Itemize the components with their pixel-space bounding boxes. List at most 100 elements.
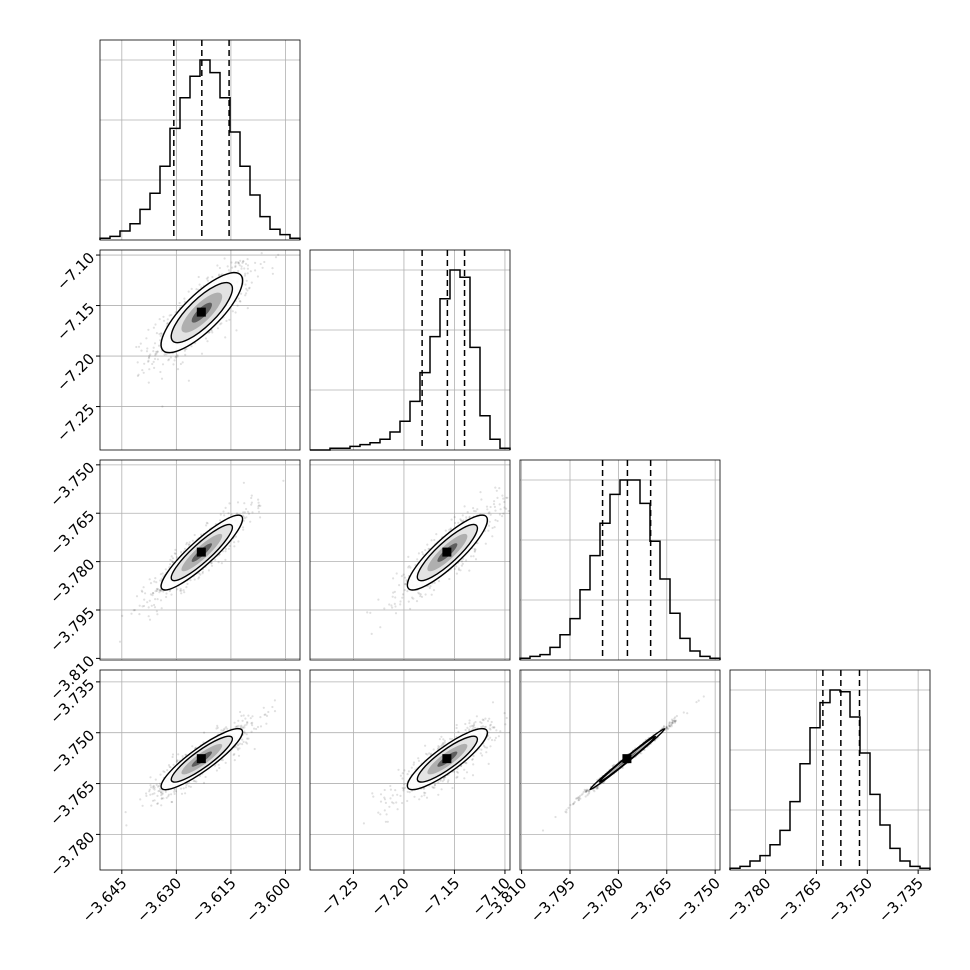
scatter-point <box>197 577 200 580</box>
scatter-point <box>424 549 427 552</box>
scatter-point <box>171 753 175 756</box>
scatter-point <box>153 580 156 583</box>
scatter-point <box>662 725 666 728</box>
scatter-point <box>410 766 413 769</box>
scatter-point <box>237 540 240 543</box>
scatter-point <box>501 494 504 497</box>
scatter-point <box>395 572 398 575</box>
scatter-point <box>433 784 436 787</box>
scatter-point <box>236 725 239 728</box>
scatter-point <box>411 596 414 599</box>
scatter-point <box>486 508 489 511</box>
scatter-point <box>219 513 222 516</box>
scatter-point <box>484 542 487 545</box>
scatter-point <box>230 261 233 264</box>
scatter-point <box>453 516 456 519</box>
scatter-point <box>460 560 463 563</box>
scatter-point <box>442 738 445 741</box>
scatter-point <box>197 275 200 279</box>
scatter-point <box>473 722 476 725</box>
scatter-point <box>143 604 146 608</box>
scatter-point <box>572 802 575 805</box>
scatter-point <box>465 771 469 774</box>
y-tick-label: −7.25 <box>53 400 98 445</box>
scatter-point <box>401 596 404 599</box>
scatter-point <box>479 752 482 755</box>
y-tick-label: −3.780 <box>46 555 98 607</box>
scatter-point <box>394 789 397 792</box>
scatter-point <box>158 318 161 321</box>
scatter-point <box>152 326 155 329</box>
scatter-point <box>271 705 274 709</box>
scatter-point <box>255 727 258 731</box>
scatter-point <box>592 789 595 792</box>
scatter-point <box>587 789 590 792</box>
y-tick-label: −3.765 <box>46 777 98 829</box>
scatter-point <box>449 737 452 740</box>
scatter-point <box>251 721 254 724</box>
scatter-point <box>260 252 263 255</box>
scatter-point <box>237 743 240 746</box>
scatter-point <box>249 520 252 523</box>
scatter-point <box>153 799 156 802</box>
scatter-point <box>241 719 244 722</box>
scatter-point <box>493 500 496 503</box>
histogram-step-line <box>519 479 721 660</box>
scatter-point <box>584 789 587 792</box>
scatter-point <box>152 785 155 788</box>
scatter-point <box>218 273 221 276</box>
scatter-point <box>569 803 572 807</box>
scatter-point <box>149 593 152 596</box>
scatter-point <box>173 359 176 362</box>
scatter-point <box>148 368 151 371</box>
scatter-point <box>673 720 676 723</box>
scatter-point <box>366 611 369 614</box>
scatter-point <box>137 373 140 376</box>
scatter-point <box>167 764 171 767</box>
scatter-point <box>165 796 168 799</box>
scatter-point <box>148 790 151 793</box>
scatter-point <box>141 369 144 372</box>
scatter-point <box>564 810 567 813</box>
panel-frame <box>519 669 721 871</box>
scatter-point <box>259 516 262 519</box>
scatter-point <box>393 590 396 593</box>
scatter-point <box>218 266 221 270</box>
scatter-point <box>470 555 473 558</box>
scatter-point <box>259 716 262 719</box>
scatter-point <box>480 748 483 751</box>
scatter-point <box>257 498 260 501</box>
scatter-point <box>498 513 501 516</box>
scatter-point <box>179 589 182 592</box>
density-peak <box>196 547 206 557</box>
scatter-point <box>224 506 227 509</box>
scatter-point <box>245 287 248 290</box>
scatter-point <box>403 576 407 579</box>
scatter-point <box>587 789 590 792</box>
scatter-point <box>161 793 164 796</box>
scatter-point <box>151 793 154 796</box>
scatter-point <box>430 593 433 596</box>
scatter-point <box>454 521 457 525</box>
scatter-point <box>168 314 171 317</box>
scatter-point <box>118 640 122 643</box>
scatter-point <box>184 353 187 356</box>
scatter-point <box>419 593 422 596</box>
scatter-point <box>154 323 157 326</box>
scatter-point <box>241 738 244 741</box>
scatter-point <box>438 738 441 741</box>
scatter-point <box>475 715 478 718</box>
scatter-point <box>486 719 490 723</box>
scatter-point <box>246 267 249 270</box>
scatter-point <box>494 519 497 522</box>
scatter-point <box>668 723 671 726</box>
scatter-point <box>183 591 186 594</box>
scatter-point <box>424 752 428 755</box>
scatter-point <box>250 501 253 504</box>
scatter-point <box>205 277 208 280</box>
scatter-point <box>388 603 391 606</box>
scatter-point <box>226 727 229 730</box>
scatter-point <box>503 506 506 509</box>
scatter-point <box>147 615 150 618</box>
scatter-point <box>399 794 402 797</box>
